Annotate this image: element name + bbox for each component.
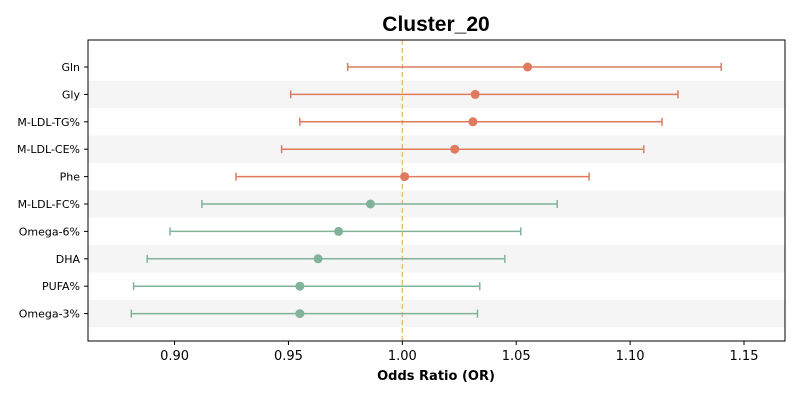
y-tick-label: Gln bbox=[61, 61, 80, 74]
x-axis-label: Odds Ratio (OR) bbox=[377, 369, 495, 384]
x-tick-label: 1.10 bbox=[616, 349, 645, 364]
or-point bbox=[400, 172, 410, 182]
y-tick-label: Phe bbox=[60, 171, 81, 184]
or-point bbox=[334, 226, 344, 236]
forest-row bbox=[201, 199, 558, 209]
y-tick-label: M-LDL-CE% bbox=[17, 143, 80, 156]
forest-row bbox=[280, 144, 645, 154]
y-tick-label: DHA bbox=[56, 253, 81, 266]
forest-row bbox=[130, 309, 479, 319]
or-point bbox=[523, 62, 533, 72]
y-tick-label: Gly bbox=[62, 88, 81, 101]
or-point bbox=[295, 309, 305, 319]
y-tick-label: Omega-3% bbox=[19, 308, 80, 321]
plot-area-frame bbox=[87, 39, 786, 342]
x-tick-label: 1.00 bbox=[388, 349, 417, 364]
x-tick-label: 1.05 bbox=[502, 349, 531, 364]
x-axis: 0.90 0.95 1.00 1.05 1.10 1.15 bbox=[160, 341, 758, 364]
or-point bbox=[295, 281, 305, 291]
x-tick-label: 0.95 bbox=[274, 349, 303, 364]
or-point bbox=[365, 199, 375, 209]
forest-row bbox=[289, 89, 679, 99]
or-point bbox=[468, 117, 478, 127]
y-axis: Gln Gly M-LDL-TG% M-LDL-CE% Phe M-LDL-FC% Omeg… bbox=[17, 61, 88, 321]
forest-row bbox=[235, 172, 590, 182]
or-point bbox=[470, 89, 480, 99]
x-tick-label: 1.15 bbox=[730, 349, 759, 364]
y-tick-label: M-LDL-FC% bbox=[18, 198, 80, 211]
forest-row bbox=[132, 281, 481, 291]
y-tick-label: Omega-6% bbox=[19, 225, 80, 238]
y-tick-label: PUFA% bbox=[42, 280, 80, 293]
y-tick-label: M-LDL-TG% bbox=[17, 116, 80, 129]
chart-title: Cluster_20 bbox=[382, 13, 489, 36]
forest-row bbox=[169, 226, 522, 236]
forest-row bbox=[346, 62, 722, 72]
or-point bbox=[313, 254, 323, 264]
x-tick-label: 0.90 bbox=[160, 349, 189, 364]
or-point bbox=[450, 144, 460, 154]
forest-row bbox=[146, 254, 506, 264]
forest-row bbox=[299, 117, 663, 127]
series-group bbox=[130, 62, 722, 319]
